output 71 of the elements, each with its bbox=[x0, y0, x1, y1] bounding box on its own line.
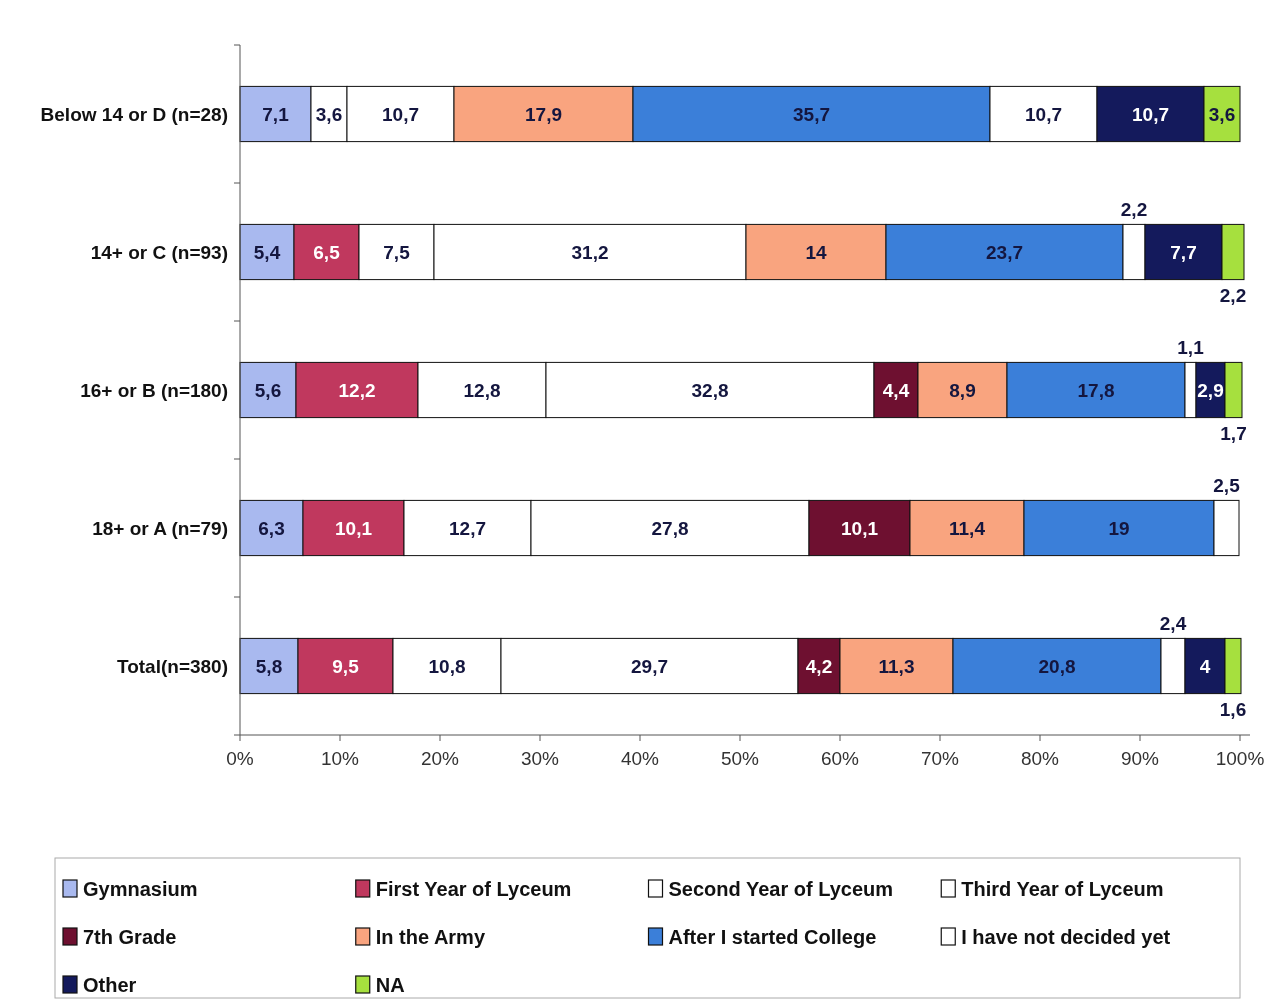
data-label: 32,8 bbox=[691, 379, 729, 401]
legend-label: Other bbox=[83, 974, 137, 996]
data-label: 7,1 bbox=[262, 103, 290, 125]
data-label: 7,7 bbox=[1170, 241, 1197, 263]
legend-label: First Year of Lyceum bbox=[375, 878, 572, 900]
data-label: 8,9 bbox=[949, 379, 976, 401]
x-tick-label: 70% bbox=[920, 748, 960, 769]
data-label: 6,3 bbox=[258, 517, 285, 539]
legend-label: 7th Grade bbox=[83, 926, 177, 948]
x-tick-label: 60% bbox=[820, 748, 860, 769]
x-tick-label: 20% bbox=[420, 748, 460, 769]
data-label: 17,8 bbox=[1077, 379, 1115, 401]
x-tick-label: 0% bbox=[226, 748, 254, 769]
data-label: 10,1 bbox=[335, 517, 373, 539]
data-label: 2,2 bbox=[1120, 199, 1148, 221]
data-label: 19 bbox=[1108, 517, 1130, 539]
data-label: 11,3 bbox=[878, 655, 915, 677]
data-label: 20,8 bbox=[1038, 655, 1076, 677]
x-tick-label: 90% bbox=[1120, 748, 1160, 769]
y-tick-label: Total(n=380) bbox=[116, 655, 228, 677]
legend-label: Gymnasium bbox=[83, 878, 198, 900]
x-tick-label: 50% bbox=[720, 748, 760, 769]
x-tick-label: 40% bbox=[620, 748, 660, 769]
data-label: 12,8 bbox=[463, 379, 501, 401]
data-label: 2,9 bbox=[1197, 379, 1224, 401]
data-label: 10,8 bbox=[428, 655, 466, 677]
legend-label: In the Army bbox=[375, 926, 486, 948]
data-label: 10,7 bbox=[382, 103, 419, 125]
data-label: 4,2 bbox=[805, 655, 833, 677]
data-label: 4,4 bbox=[882, 379, 910, 401]
data-label: 10,7 bbox=[1025, 103, 1062, 125]
data-label: 9,5 bbox=[332, 655, 360, 677]
data-label: 5,6 bbox=[254, 379, 282, 401]
data-label: 10,1 bbox=[841, 517, 879, 539]
data-label: 3,6 bbox=[315, 103, 343, 125]
y-tick-label: Below 14 or D (n=28) bbox=[40, 103, 228, 125]
x-tick-label: 100% bbox=[1215, 748, 1265, 769]
data-label: 6,5 bbox=[313, 241, 341, 263]
legend-label: Third Year of Lyceum bbox=[961, 878, 1164, 900]
data-label: 29,7 bbox=[631, 655, 668, 677]
y-tick-label: 16+ or B (n=180) bbox=[80, 379, 228, 401]
data-label: 10,7 bbox=[1132, 103, 1169, 125]
data-label: 23,7 bbox=[986, 241, 1023, 263]
data-label: 1,7 bbox=[1220, 422, 1247, 444]
data-label: 7,5 bbox=[383, 241, 411, 263]
data-label: 5,4 bbox=[253, 241, 281, 263]
data-label: 1,1 bbox=[1177, 337, 1205, 359]
data-label: 12,2 bbox=[338, 379, 376, 401]
data-label: 31,2 bbox=[571, 241, 609, 263]
legend-label: After I started College bbox=[668, 926, 877, 948]
x-tick-label: 10% bbox=[320, 748, 360, 769]
data-label: 27,8 bbox=[651, 517, 689, 539]
data-label: 14 bbox=[805, 241, 827, 263]
y-tick-label: 14+ or C (n=93) bbox=[90, 241, 228, 263]
data-label: 12,7 bbox=[449, 517, 486, 539]
x-tick-label: 80% bbox=[1020, 748, 1060, 769]
data-label: 11,4 bbox=[949, 517, 986, 539]
x-tick-label: 30% bbox=[520, 748, 560, 769]
y-tick-label: 18+ or A (n=79) bbox=[92, 517, 228, 539]
data-label: 35,7 bbox=[793, 103, 830, 125]
legend-label: Second Year of Lyceum bbox=[668, 878, 894, 900]
legend-label: I have not decided yet bbox=[961, 926, 1171, 948]
data-label: 4 bbox=[1199, 655, 1211, 677]
data-label: 1,6 bbox=[1219, 698, 1247, 720]
data-label: 2,5 bbox=[1213, 475, 1241, 497]
data-label: 3,6 bbox=[1208, 103, 1236, 125]
data-label: 17,9 bbox=[525, 103, 562, 125]
data-label: 5,8 bbox=[255, 655, 283, 677]
data-label: 2,2 bbox=[1219, 284, 1247, 306]
data-label: 2,4 bbox=[1159, 613, 1187, 635]
legend-label: NA bbox=[375, 974, 405, 996]
